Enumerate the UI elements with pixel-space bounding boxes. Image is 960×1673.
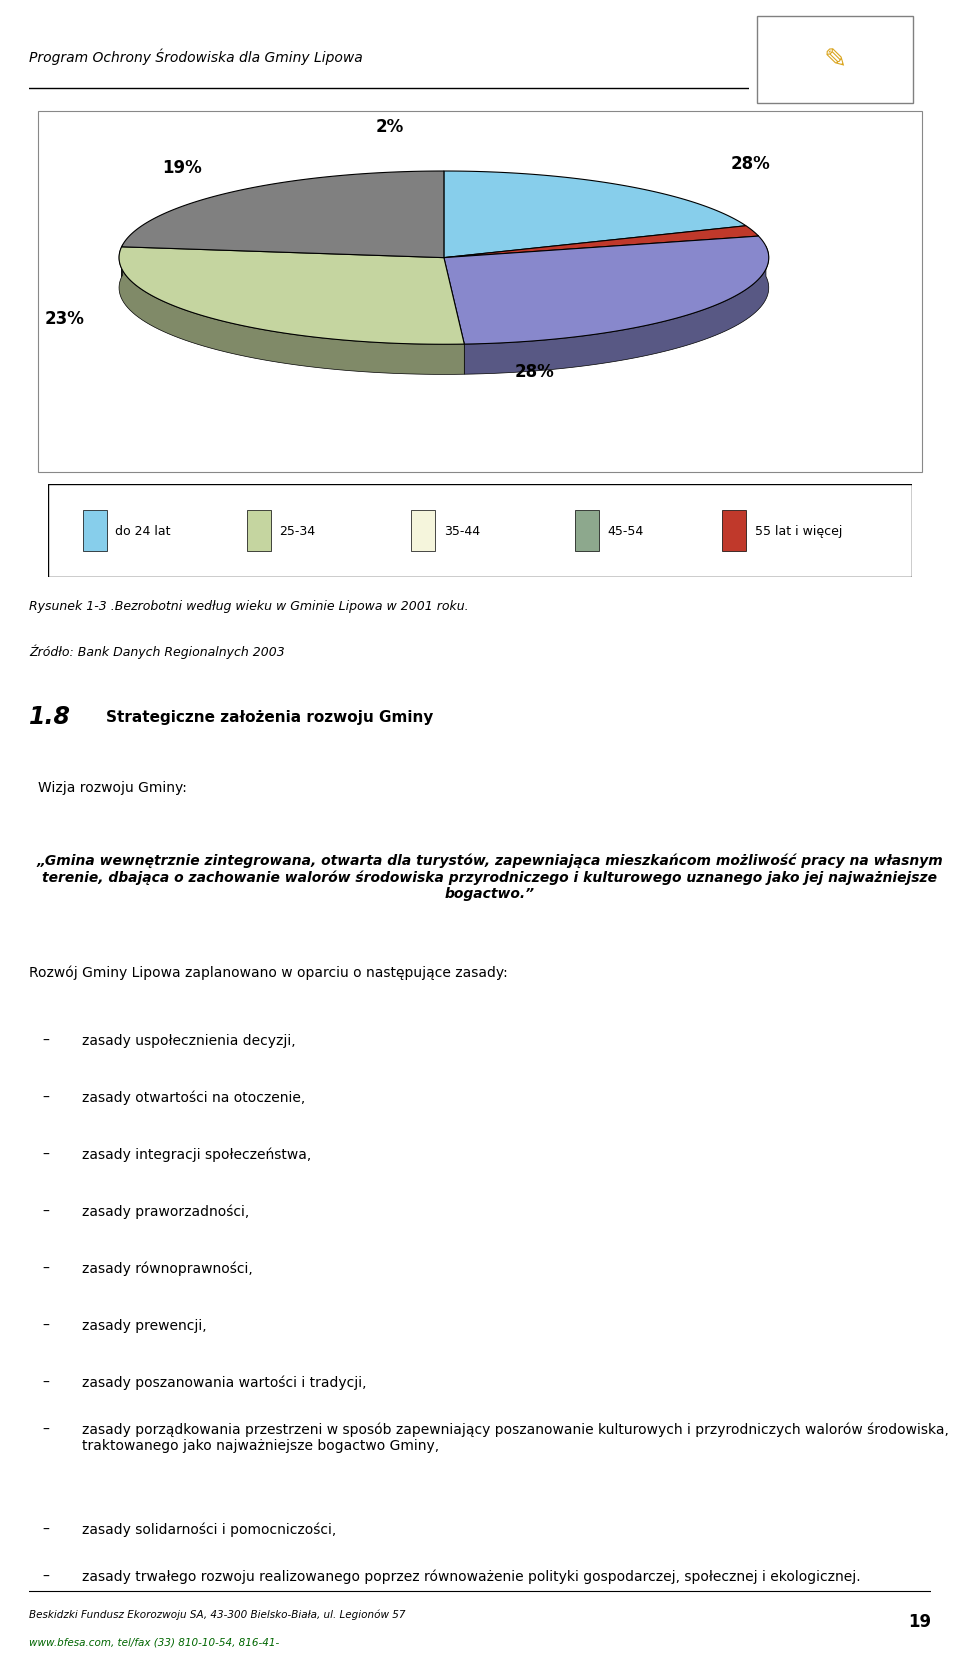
Polygon shape (119, 248, 465, 375)
Text: zasady prewencji,: zasady prewencji, (83, 1318, 207, 1332)
Text: Wizja rozwoju Gminy:: Wizja rozwoju Gminy: (38, 781, 187, 795)
Text: zasady solidarności i pomocniczości,: zasady solidarności i pomocniczości, (83, 1522, 337, 1536)
Text: 25-34: 25-34 (279, 525, 316, 537)
Text: –: – (42, 1148, 49, 1161)
Polygon shape (465, 248, 769, 375)
FancyBboxPatch shape (757, 17, 913, 104)
FancyBboxPatch shape (722, 510, 746, 552)
Text: –: – (42, 1375, 49, 1389)
Text: zasady otwartości na otoczenie,: zasady otwartości na otoczenie, (83, 1091, 305, 1104)
Text: –: – (42, 1205, 49, 1218)
Text: ✎: ✎ (824, 47, 847, 74)
Text: Beskidzki Fundusz Ekorozwoju SA, 43-300 Bielsko-Biała, ul. Legionów 57: Beskidzki Fundusz Ekorozwoju SA, 43-300 … (29, 1608, 405, 1619)
Text: zasady trwałego rozwoju realizowanego poprzez równoważenie polityki gospodarczej: zasady trwałego rozwoju realizowanego po… (83, 1569, 861, 1584)
Text: 35-44: 35-44 (444, 525, 480, 537)
Text: –: – (42, 1034, 49, 1047)
Text: zasady poszanowania wartości i tradycji,: zasady poszanowania wartości i tradycji, (83, 1375, 367, 1389)
Text: do 24 lat: do 24 lat (115, 525, 171, 537)
Text: –: – (42, 1422, 49, 1435)
Text: –: – (42, 1569, 49, 1583)
FancyBboxPatch shape (48, 485, 912, 577)
Text: zasady praworzadności,: zasady praworzadności, (83, 1205, 250, 1218)
Text: „Gmina wewnętrznie zintegrowana, otwarta dla turystów, zapewniająca mieszkańcom : „Gmina wewnętrznie zintegrowana, otwarta… (36, 853, 943, 900)
Text: 2%: 2% (375, 117, 404, 136)
Polygon shape (122, 172, 444, 259)
FancyBboxPatch shape (247, 510, 271, 552)
Text: –: – (42, 1522, 49, 1536)
Text: –: – (42, 1261, 49, 1275)
Text: 1.8: 1.8 (29, 704, 71, 729)
FancyBboxPatch shape (411, 510, 435, 552)
Text: Rozwój Gminy Lipowa zaplanowano w oparciu o następujące zasady:: Rozwój Gminy Lipowa zaplanowano w oparci… (29, 965, 508, 979)
Polygon shape (444, 226, 758, 259)
Text: –: – (42, 1091, 49, 1104)
Text: 45-54: 45-54 (608, 525, 644, 537)
Text: Rysunek 1-3 .Bezrobotni według wieku w Gminie Lipowa w 2001 roku.: Rysunek 1-3 .Bezrobotni według wieku w G… (29, 599, 468, 612)
Text: Strategiczne założenia rozwoju Gminy: Strategiczne założenia rozwoju Gminy (106, 709, 433, 724)
Text: 23%: 23% (45, 310, 84, 328)
Text: Źródło: Bank Danych Regionalnych 2003: Źródło: Bank Danych Regionalnych 2003 (29, 644, 284, 659)
Text: 19%: 19% (162, 159, 203, 177)
Text: 28%: 28% (731, 156, 771, 174)
FancyBboxPatch shape (83, 510, 107, 552)
Polygon shape (444, 238, 769, 345)
FancyBboxPatch shape (575, 510, 599, 552)
Text: zasady porządkowania przestrzeni w sposób zapewniający poszanowanie kulturowych : zasady porządkowania przestrzeni w sposó… (83, 1422, 949, 1452)
Polygon shape (122, 246, 123, 278)
Text: Program Ochrony Środowiska dla Gminy Lipowa: Program Ochrony Środowiska dla Gminy Lip… (29, 49, 363, 65)
Text: www.bfesa.com, tel/fax (33) 810-10-54, 816-41-: www.bfesa.com, tel/fax (33) 810-10-54, 8… (29, 1636, 279, 1646)
Text: 19: 19 (908, 1613, 931, 1630)
Text: zasady uspołecznienia decyzji,: zasady uspołecznienia decyzji, (83, 1034, 296, 1047)
Text: zasady równoprawności,: zasady równoprawności, (83, 1261, 253, 1275)
Polygon shape (444, 172, 746, 259)
Text: –: – (42, 1318, 49, 1332)
Polygon shape (119, 248, 465, 345)
Text: 28%: 28% (515, 363, 554, 380)
Text: 55 lat i więcej: 55 lat i więcej (755, 525, 842, 537)
Text: zasady integracji społeczeństwa,: zasady integracji społeczeństwa, (83, 1148, 312, 1161)
